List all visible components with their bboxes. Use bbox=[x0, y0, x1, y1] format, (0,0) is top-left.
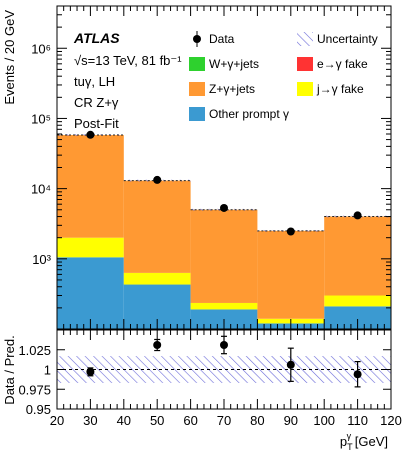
channel-label: tuγ, LH bbox=[74, 74, 115, 89]
legend: Data Uncertainty W+γ+jets e→γ fake Z+γ+j… bbox=[189, 31, 378, 121]
legend-zgamma-swatch bbox=[189, 82, 205, 96]
data-point bbox=[286, 227, 295, 236]
ratio-y-tick-label: 0.95 bbox=[26, 402, 51, 417]
legend-entry-jfake: j→γ fake bbox=[297, 82, 364, 96]
legend-uncertainty-swatch bbox=[297, 32, 313, 46]
legend-wgamma-label: W+γ+jets bbox=[209, 57, 259, 71]
legend-entry-wgamma: W+γ+jets bbox=[189, 57, 259, 71]
stack-bar bbox=[190, 302, 258, 310]
stack-bar bbox=[57, 257, 124, 329]
ratio-y-tick-label: 0.975 bbox=[18, 382, 51, 397]
data-point bbox=[86, 130, 95, 139]
ratio-y-axis-label: Data / Pred. bbox=[2, 335, 17, 404]
stack-bar bbox=[57, 135, 124, 238]
legend-entry-efake: e→γ fake bbox=[297, 57, 368, 71]
stacked-histogram bbox=[57, 135, 391, 329]
legend-uncertainty-label: Uncertainty bbox=[317, 32, 378, 46]
legend-entry-data: Data bbox=[193, 31, 235, 47]
y-tick-label: 10⁶ bbox=[31, 41, 51, 56]
x-tick-label: 30 bbox=[83, 413, 97, 428]
ratio-x-axis: 20 30 40 50 60 70 80 90 100 110 120 bbox=[50, 330, 402, 428]
legend-other-prompt-label: Other prompt γ bbox=[209, 107, 289, 121]
ratio-point bbox=[220, 341, 228, 350]
legend-entry-other-prompt: Other prompt γ bbox=[189, 107, 289, 121]
main-x-ticks bbox=[56, 6, 392, 329]
x-tick-label: 110 bbox=[347, 413, 368, 428]
x-tick-label: 40 bbox=[117, 413, 131, 428]
data-point bbox=[353, 211, 362, 220]
x-tick-label: 90 bbox=[284, 413, 298, 428]
y-tick-label: 10⁵ bbox=[31, 111, 51, 126]
data-point bbox=[153, 175, 162, 184]
main-y-axis-label: Events / 20 GeV bbox=[2, 10, 17, 105]
legend-zgamma-label: Z+γ+jets bbox=[209, 82, 255, 96]
stack-bar bbox=[123, 180, 191, 273]
stack-bar bbox=[123, 272, 191, 285]
x-tick-label: 70 bbox=[217, 413, 231, 428]
legend-entry-uncertainty: Uncertainty bbox=[297, 32, 378, 46]
x-tick-label: 100 bbox=[313, 413, 335, 428]
data-points bbox=[86, 130, 362, 236]
stack-bar bbox=[57, 237, 124, 258]
y-tick-label: 10⁴ bbox=[31, 182, 51, 197]
data-point bbox=[220, 203, 228, 212]
x-tick-label: 20 bbox=[50, 413, 64, 428]
legend-jfake-swatch bbox=[297, 82, 313, 96]
ratio-point bbox=[286, 360, 295, 369]
fit-label: Post-Fit bbox=[74, 116, 119, 131]
ratio-point bbox=[353, 370, 362, 379]
x-axis-label: pTγ [GeV] bbox=[340, 431, 388, 452]
ratio-point bbox=[86, 367, 95, 376]
x-tick-label: 80 bbox=[250, 413, 264, 428]
stack-bar bbox=[324, 306, 391, 329]
atlas-label: ATLAS bbox=[73, 30, 120, 46]
legend-other-prompt-swatch bbox=[189, 107, 205, 121]
stack-bar bbox=[257, 230, 325, 319]
legend-data-label: Data bbox=[209, 32, 235, 46]
ratio-y-tick-label: 1 bbox=[44, 363, 51, 378]
y-tick-label: 10³ bbox=[32, 252, 51, 267]
stack-bar bbox=[190, 209, 258, 303]
legend-efake-label: e→γ fake bbox=[317, 57, 368, 71]
ratio-point bbox=[153, 341, 162, 350]
x-tick-label: 120 bbox=[380, 413, 402, 428]
x-tick-label: 60 bbox=[183, 413, 197, 428]
region-label: CR Z+γ bbox=[74, 95, 119, 110]
legend-entry-zgamma: Z+γ+jets bbox=[189, 82, 255, 96]
ratio-y-tick-label: 1.025 bbox=[18, 343, 51, 358]
legend-jfake-label: j→γ fake bbox=[316, 82, 364, 96]
main-y-axis: 10³ 10⁴ 10⁵ 10⁶ bbox=[31, 5, 391, 330]
energy-lumi-label: √s=13 TeV, 81 fb⁻¹ bbox=[74, 53, 182, 68]
legend-efake-swatch bbox=[297, 57, 313, 71]
ratio-points bbox=[86, 335, 362, 388]
ratio-y-axis: 0.95 0.975 1 1.025 bbox=[18, 329, 391, 417]
legend-wgamma-swatch bbox=[189, 57, 205, 71]
stack-bar bbox=[324, 295, 391, 307]
x-tick-label: 50 bbox=[150, 413, 164, 428]
stack-bar bbox=[324, 216, 391, 296]
